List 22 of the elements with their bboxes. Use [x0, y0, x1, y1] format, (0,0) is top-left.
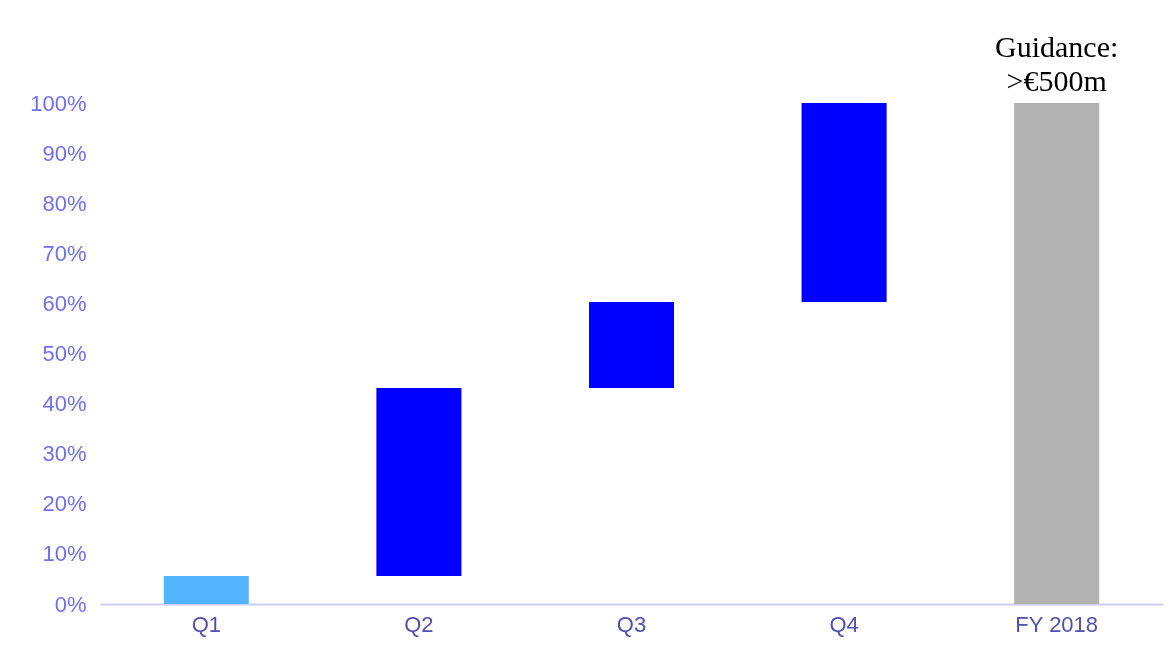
- y-tick-label: 80%: [42, 190, 87, 216]
- bar: [588, 301, 675, 389]
- annotation: Guidance: >€500m: [995, 30, 1119, 97]
- bar: [376, 388, 462, 576]
- y-tick-label: 70%: [42, 240, 87, 266]
- bar: [163, 575, 249, 604]
- y-tick-label: 30%: [42, 441, 87, 467]
- x-tick-label: Q2: [404, 611, 434, 637]
- bar: [1014, 103, 1100, 604]
- x-tick-label: Q3: [616, 611, 647, 637]
- y-tick-label: 50%: [42, 341, 87, 366]
- bar: [801, 103, 887, 302]
- y-tick-label: 20%: [42, 491, 87, 517]
- y-tick-label: 100%: [30, 90, 87, 116]
- x-tick-label: Q1: [191, 611, 221, 637]
- y-tick-label: 90%: [42, 140, 87, 166]
- x-tick-label: FY 2018: [1015, 611, 1099, 637]
- y-tick-label: 60%: [42, 290, 87, 316]
- y-tick-label: 40%: [42, 391, 87, 417]
- y-tick-label: 10%: [42, 541, 87, 567]
- y-tick-label: 0%: [54, 591, 87, 617]
- x-tick-label: Q4: [829, 611, 859, 637]
